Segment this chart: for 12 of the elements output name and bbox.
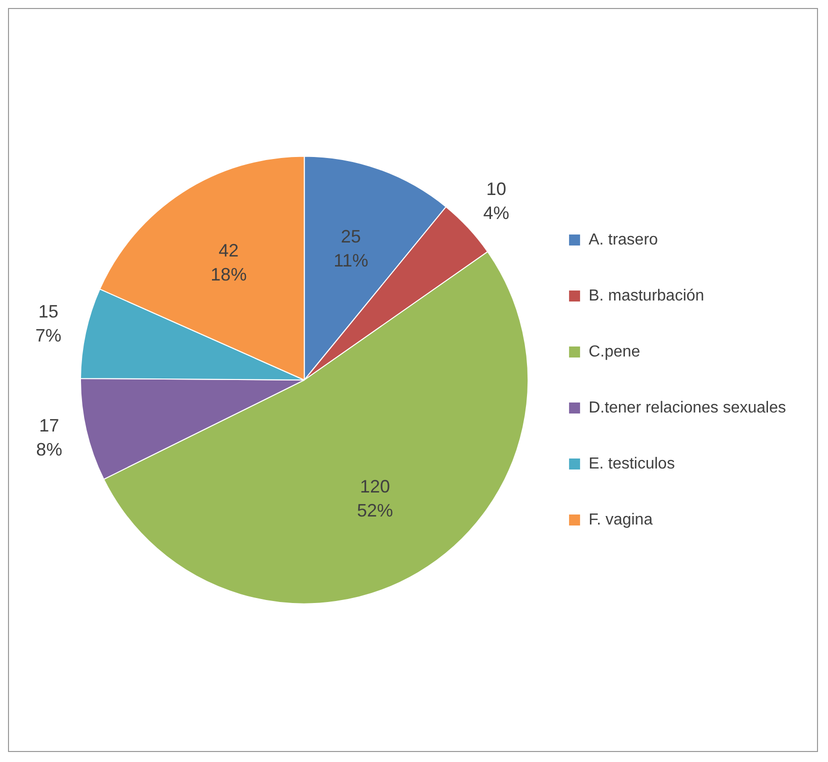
legend-label: E. testiculos xyxy=(588,455,675,472)
legend-label: A. trasero xyxy=(588,231,658,248)
legend-label: C.pene xyxy=(588,343,640,360)
legend-label: F. vagina xyxy=(588,511,653,528)
legend-label: B. masturbación xyxy=(588,287,704,304)
data-label: 17 8% xyxy=(36,416,62,460)
data-label: 25 11% xyxy=(334,226,368,270)
data-label: 42 18% xyxy=(210,240,247,285)
legend-label: D.tener relaciones sexuales xyxy=(588,399,786,416)
data-label: 10 4% xyxy=(483,178,510,223)
data-label: 120 52% xyxy=(357,476,394,520)
data-label: 15 7% xyxy=(35,302,62,346)
